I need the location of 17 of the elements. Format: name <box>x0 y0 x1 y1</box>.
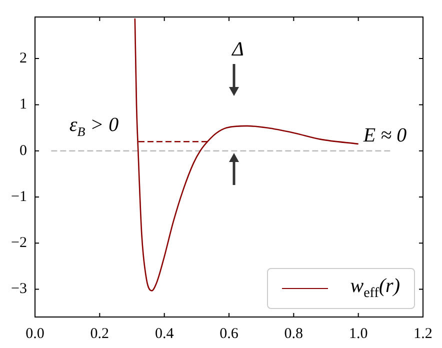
annotation: E ≈ 0 <box>363 124 407 148</box>
x-tick-label: 0.8 <box>284 326 304 342</box>
x-tick-label: 0.2 <box>90 326 110 342</box>
x-tick-label: 1.0 <box>348 326 368 342</box>
y-tick-label: −2 <box>11 235 27 252</box>
annotation: ε$_{B}$ > 0 <box>69 114 119 140</box>
annotation: Δ <box>232 38 244 62</box>
y-tick-label: 2 <box>20 50 27 66</box>
x-tick-label: 0.6 <box>220 326 239 342</box>
y-tick-label: 0 <box>20 142 27 159</box>
x-tick-label: 0.4 <box>154 326 174 342</box>
y-tick-label: 1 <box>20 96 27 113</box>
y-tick-label: −1 <box>11 188 27 205</box>
y-tick-label: −3 <box>11 281 27 298</box>
x-tick-label: 1.2 <box>414 326 432 342</box>
x-tick-label: 0.0 <box>26 326 44 342</box>
legend-label: w$_{eff}$(r) <box>350 275 400 302</box>
